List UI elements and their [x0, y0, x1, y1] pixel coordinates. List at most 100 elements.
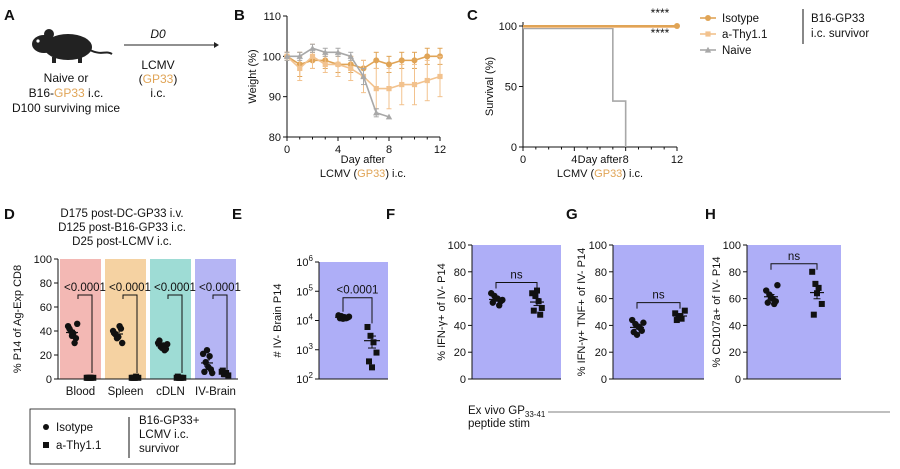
y-tick-label: 0 — [511, 142, 517, 154]
p-value-label: <0.0001 — [64, 282, 106, 294]
x-tick-label: 4 — [571, 154, 577, 166]
x-label-part: ) i.c. — [622, 168, 643, 180]
panel-a-letter: A — [4, 7, 15, 24]
legend-group-label: i.c. survivor — [811, 28, 869, 40]
significance-stars: **** — [651, 6, 670, 20]
data-point — [399, 81, 405, 88]
legend-marker — [705, 15, 711, 21]
chart-g: 0 20 40 60 80 100% IFN-γ+ TNF+ of IV- P14 ns — [576, 240, 704, 386]
mouse-label-line2: B16-GP33 i.c. — [29, 86, 104, 100]
p-value-label: <0.0001 — [199, 282, 241, 294]
x-axis-label: LCMV (GP33) i.c. — [320, 168, 406, 180]
y-tick-label: 102 — [296, 371, 313, 386]
x-axis-label: Day after — [578, 154, 623, 166]
category-background — [195, 259, 236, 379]
p-value-label: <0.0001 — [337, 285, 379, 297]
y-tick-label: 60 — [729, 294, 741, 306]
data-point — [161, 347, 168, 354]
tick-base: 10 — [296, 286, 308, 298]
data-point — [672, 310, 679, 317]
data-point — [347, 53, 354, 59]
data-point — [640, 319, 647, 326]
data-point — [369, 364, 375, 371]
data-point — [534, 287, 540, 294]
y-tick-label: 40 — [454, 320, 466, 332]
data-point — [296, 53, 303, 59]
legend-bottom: Isotype a-Thy1.1 B16-GP33+ LCMV i.c. survivo… — [29, 408, 236, 465]
tick-exponent: 5 — [309, 283, 314, 292]
mouse-label-part: B16- — [29, 86, 54, 100]
panel-d-letter: D — [4, 206, 15, 223]
legend-marker — [704, 46, 712, 53]
gp33-highlight: GP33 — [143, 72, 174, 86]
significance-bracket — [770, 263, 818, 270]
legend-top: Isotype a-Thy1.1 Naive B16-GP33 i.c. survivo… — [700, 9, 869, 57]
legend-group-label: B16-GP33+ — [139, 415, 200, 427]
data-point — [771, 300, 778, 308]
y-tick-label: 0 — [46, 374, 52, 386]
y-axis-label: Survival (%) — [484, 57, 496, 116]
legend-marker — [43, 424, 49, 430]
y-tick-label: 100 — [34, 254, 52, 266]
panel-f-letter: F — [386, 206, 395, 223]
y-tick-label: 20 — [729, 347, 741, 359]
legend-group-label: B16-GP33 — [811, 13, 865, 25]
panel-b-letter: B — [234, 7, 245, 24]
data-point — [334, 49, 342, 55]
data-point — [398, 57, 405, 64]
data-point — [537, 311, 544, 318]
data-point — [322, 49, 329, 55]
panel-a: A Naive or B16-GP33 i.c. D100 surviving … — [4, 7, 219, 115]
y-tick-label: 20 — [454, 347, 466, 359]
data-point — [673, 317, 680, 324]
y-tick-label: 100 — [263, 51, 281, 63]
significance-bracket — [342, 297, 373, 324]
data-point — [411, 81, 418, 88]
panel-c-letter: C — [467, 7, 478, 24]
x-tick-label: 0 — [284, 144, 290, 156]
plot-background — [613, 245, 704, 379]
data-point — [116, 323, 123, 330]
data-point — [633, 331, 641, 338]
chart-f: 0 20 40 60 80 100% IFN-γ+ of IV- P14 ns — [436, 240, 561, 386]
data-point — [373, 86, 379, 92]
x-tick-label: 8 — [386, 144, 392, 156]
legend-group-label: LCMV i.c. — [139, 429, 189, 441]
data-point — [335, 61, 341, 67]
y-tick-label: 60 — [40, 302, 52, 314]
y-tick-label: 104 — [296, 313, 313, 328]
data-point — [322, 61, 328, 67]
footer-line1: Ex vivo GP33-41 — [468, 405, 546, 419]
data-point — [437, 73, 443, 80]
treatment-part: ( — [139, 72, 143, 86]
data-point — [810, 311, 817, 318]
x-axis-label: LCMV (GP33) i.c. — [557, 168, 643, 180]
mouse-label-line1: Naive or — [44, 71, 89, 85]
data-point — [812, 280, 819, 287]
data-point — [71, 339, 78, 347]
p-value-label: ns — [788, 251, 800, 263]
data-point — [366, 358, 372, 365]
data-point — [386, 86, 392, 92]
x-label-part: LCMV ( — [557, 168, 595, 180]
x-category-label: IV-Brain — [195, 386, 236, 398]
y-tick-label: 80 — [454, 267, 466, 279]
x-label-part: GP33 — [357, 168, 385, 180]
x-category-label: Blood — [66, 386, 95, 398]
y-tick-label: 20 — [40, 350, 52, 362]
data-point — [119, 339, 126, 347]
y-tick-label: 90 — [269, 92, 281, 104]
y-tick-label: 20 — [595, 347, 607, 359]
significance-stars: **** — [651, 26, 670, 40]
footer-text: Ex vivo GP — [468, 405, 525, 417]
p-value-label: <0.0001 — [154, 282, 196, 294]
footer-subscript: 33-41 — [525, 410, 546, 419]
legend-box — [29, 408, 236, 465]
data-point — [156, 337, 163, 344]
y-axis-label: % P14 of Ag-Exp CD8 — [12, 265, 24, 373]
data-point — [206, 353, 213, 360]
condition-line2: D125 post-B16-GP33 i.c. — [58, 222, 186, 234]
x-label-part: LCMV ( — [320, 168, 358, 180]
data-point — [203, 347, 211, 354]
